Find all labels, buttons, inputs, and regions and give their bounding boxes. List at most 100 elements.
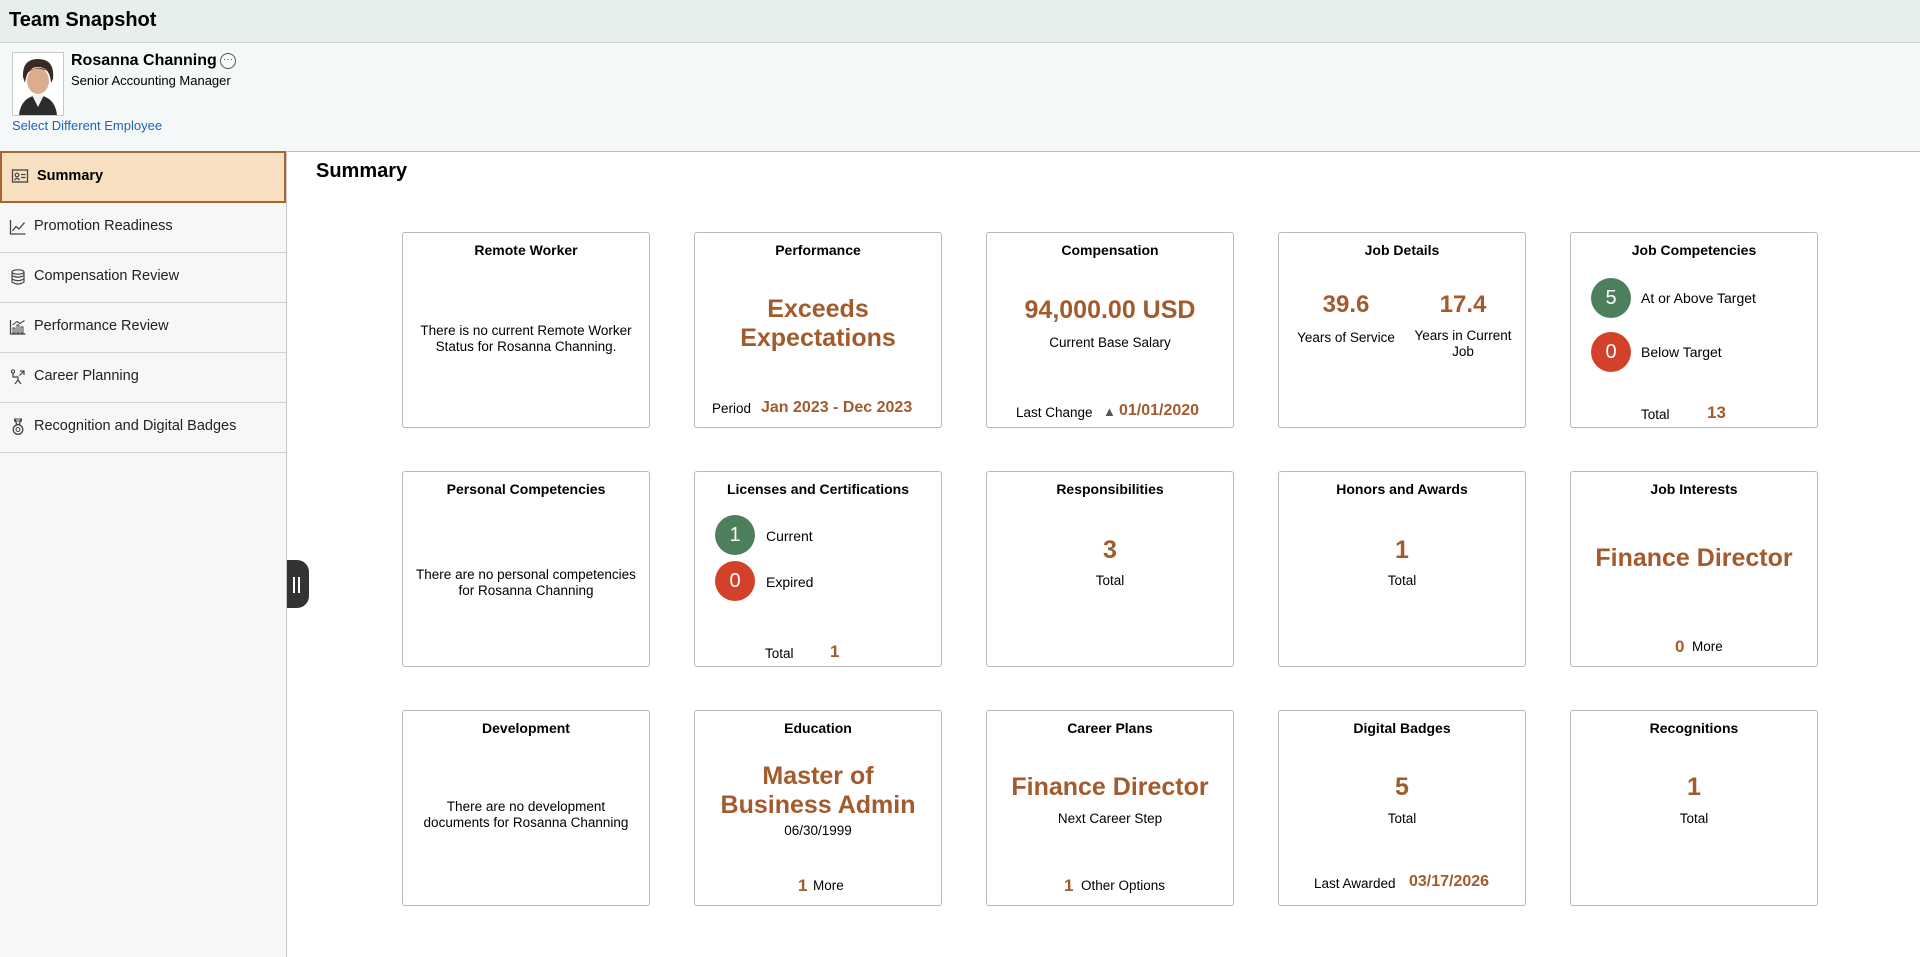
- employee-header: Rosanna Channing ··· Senior Accounting M…: [0, 43, 1920, 152]
- total-label: Total: [765, 646, 794, 661]
- tile-responsibilities[interactable]: Responsibilities 3 Total: [986, 471, 1234, 667]
- more-options-icon[interactable]: ···: [220, 53, 236, 69]
- tile-career-plans[interactable]: Career Plans Finance Director Next Caree…: [986, 710, 1234, 906]
- tile-development[interactable]: Development There are no development doc…: [402, 710, 650, 906]
- bar-chart-icon: [9, 320, 26, 335]
- base-salary-amount: 94,000.00 USD: [1024, 296, 1196, 324]
- degree-line-2: Business Admin: [720, 791, 916, 819]
- total-label: Total: [1641, 407, 1670, 422]
- sidebar-item-label: Summary: [37, 168, 104, 184]
- tile-title: Development: [482, 720, 570, 736]
- degree-date: 06/30/1999: [784, 823, 852, 838]
- tile-licenses-certifications[interactable]: Licenses and Certifications 1 Current 0 …: [694, 471, 942, 667]
- badges-value: 5: [1395, 773, 1409, 801]
- honors-label: Total: [1387, 573, 1417, 588]
- tile-job-details[interactable]: Job Details 39.6 Years of Service 17.4 Y…: [1278, 232, 1526, 428]
- employee-name: Rosanna Channing: [71, 52, 217, 69]
- tile-title: Job Details: [1364, 242, 1440, 258]
- tile-title: Compensation: [1061, 242, 1159, 258]
- period-label: Period: [712, 401, 752, 416]
- recognitions-value: 1: [1687, 773, 1701, 801]
- sidebar-item-career-planning[interactable]: Career Planning: [0, 353, 286, 403]
- employee-avatar: [12, 52, 64, 116]
- recognitions-label: Total: [1679, 811, 1709, 826]
- next-career-step-value: Finance Director: [1011, 773, 1209, 801]
- current-label: Current: [766, 528, 813, 544]
- base-salary-label: Current Base Salary: [1049, 335, 1171, 350]
- id-card-icon: [11, 169, 29, 183]
- tile-job-interests[interactable]: Job Interests Finance Director 0 More: [1570, 471, 1818, 667]
- years-in-job-value: 17.4: [1439, 291, 1487, 318]
- tile-job-competencies[interactable]: Job Competencies 5 At or Above Target 0 …: [1570, 232, 1818, 428]
- tile-message: There are no personal competencies for R…: [416, 567, 636, 598]
- below-target-label: Below Target: [1641, 344, 1722, 360]
- more-label[interactable]: More: [813, 878, 844, 893]
- years-in-job-label-line-1: Years in Current: [1414, 328, 1512, 343]
- medal-icon: [12, 418, 24, 435]
- tile-recognitions[interactable]: Recognitions 1 Total: [1570, 710, 1818, 906]
- performance-rating-line-1: Exceeds: [767, 295, 869, 323]
- sidebar-item-label: Recognition and Digital Badges: [34, 418, 237, 434]
- tile-performance[interactable]: Performance Exceeds Expectations Period …: [694, 232, 942, 428]
- below-target-count: 0: [1591, 332, 1631, 372]
- tile-title: Education: [784, 720, 852, 736]
- more-label[interactable]: More: [1692, 639, 1723, 654]
- tile-honors-awards[interactable]: Honors and Awards 1 Total: [1278, 471, 1526, 667]
- sidebar-collapse-handle[interactable]: [287, 560, 309, 608]
- badges-label: Total: [1387, 811, 1417, 826]
- sidebar-item-summary[interactable]: Summary: [0, 151, 286, 203]
- responsibilities-label: Total: [1095, 573, 1125, 588]
- more-count: 1: [798, 876, 808, 895]
- title-bar: Team Snapshot: [0, 0, 1920, 43]
- job-interest-value: Finance Director: [1595, 544, 1793, 572]
- tile-title: Remote Worker: [474, 242, 578, 258]
- degree-line-1: Master of: [762, 762, 874, 790]
- above-target-count: 5: [1591, 278, 1631, 318]
- period-value: Jan 2023 - Dec 2023: [761, 399, 913, 416]
- database-icon: [11, 269, 25, 285]
- last-awarded-label: Last Awarded: [1314, 876, 1396, 891]
- career-path-icon: [10, 369, 25, 385]
- tile-compensation[interactable]: Compensation 94,000.00 USD Current Base …: [986, 232, 1234, 428]
- current-count: 1: [715, 515, 755, 555]
- sidebar-item-label: Career Planning: [34, 368, 139, 384]
- more-count: 0: [1675, 637, 1685, 656]
- next-career-step-label: Next Career Step: [1057, 811, 1163, 826]
- total-value: 1: [830, 642, 840, 661]
- tile-remote-worker[interactable]: Remote Worker There is no current Remote…: [402, 232, 650, 428]
- years-of-service-value: 39.6: [1322, 291, 1370, 318]
- tile-title: Performance: [775, 242, 861, 258]
- above-target-label: At or Above Target: [1641, 290, 1756, 306]
- tile-message: There is no current Remote Worker Status…: [420, 323, 632, 354]
- tile-title: Personal Competencies: [446, 481, 606, 497]
- tile-education[interactable]: Education Master of Business Admin 06/30…: [694, 710, 942, 906]
- sidebar-item-performance-review[interactable]: Performance Review: [0, 303, 286, 353]
- tile-title: Career Plans: [1067, 720, 1153, 736]
- total-value: 13: [1707, 403, 1726, 422]
- select-different-employee-link[interactable]: Select Different Employee: [12, 118, 163, 133]
- honors-value: 1: [1395, 536, 1409, 564]
- up-triangle-icon: ▲: [1103, 404, 1116, 419]
- responsibilities-value: 3: [1103, 536, 1117, 564]
- last-change-date: 01/01/2020: [1119, 402, 1200, 419]
- sidebar-item-label: Performance Review: [34, 318, 169, 334]
- tile-title: Recognitions: [1649, 720, 1739, 736]
- sidebar-item-compensation-review[interactable]: Compensation Review: [0, 253, 286, 303]
- tile-message: There are no development documents for R…: [423, 799, 629, 830]
- main-section-title: Summary: [316, 160, 408, 182]
- tile-title: Digital Badges: [1353, 720, 1451, 736]
- sidebar-item-label: Compensation Review: [34, 268, 180, 284]
- tile-digital-badges[interactable]: Digital Badges 5 Total Last Awarded 03/1…: [1278, 710, 1526, 906]
- sidebar-item-recognition-badges[interactable]: Recognition and Digital Badges: [0, 403, 286, 453]
- last-change-label: Last Change: [1016, 405, 1093, 420]
- tile-title: Responsibilities: [1056, 481, 1164, 497]
- sidebar-item-promotion-readiness[interactable]: Promotion Readiness: [0, 203, 286, 253]
- last-awarded-date: 03/17/2026: [1409, 873, 1490, 890]
- tile-title: Job Competencies: [1631, 242, 1757, 258]
- tile-personal-competencies[interactable]: Personal Competencies There are no perso…: [402, 471, 650, 667]
- years-in-job-label-line-2: Job: [1452, 344, 1474, 359]
- years-of-service-label: Years of Service: [1297, 330, 1395, 345]
- page-title: Team Snapshot: [9, 9, 157, 31]
- other-options-label[interactable]: Other Options: [1081, 878, 1166, 893]
- tile-title: Job Interests: [1650, 481, 1738, 497]
